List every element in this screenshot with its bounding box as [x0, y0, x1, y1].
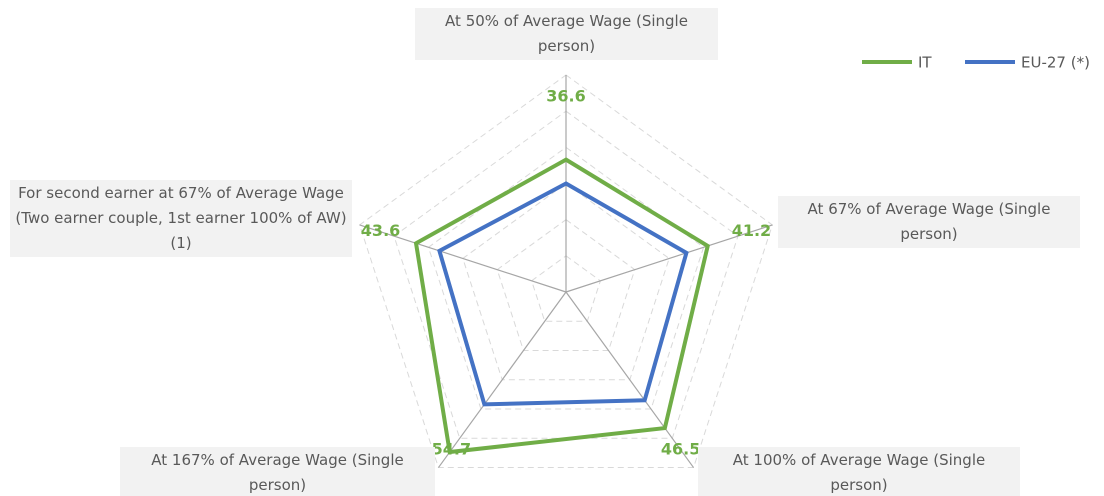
grid-ring [531, 255, 601, 322]
series-line [437, 181, 689, 407]
data-label: 41.2 [732, 221, 771, 240]
category-label: At 50% of Average Wage (Single person) [415, 8, 718, 60]
data-label: 36.6 [546, 87, 585, 106]
data-label: 54.7 [432, 439, 471, 458]
category-label: For second earner at 67% of Average Wage… [10, 180, 352, 257]
axis-spoke [565, 224, 773, 293]
axis-spoke [565, 291, 695, 468]
grid-ring [359, 74, 773, 469]
grid-ring [496, 219, 636, 352]
axis-spoke [437, 291, 567, 468]
category-label: At 100% of Average Wage (Single person) [698, 447, 1020, 496]
axis-spoke [359, 224, 567, 293]
grid-ring [462, 182, 670, 381]
data-label: 43.6 [361, 221, 400, 240]
legend-label: EU-27 (*) [1021, 54, 1090, 72]
category-label: At 67% of Average Wage (Single person) [778, 196, 1080, 248]
series-line [413, 157, 710, 455]
category-label: At 167% of Average Wage (Single person) [120, 447, 435, 496]
legend-label: IT [918, 54, 932, 72]
data-label: 46.5 [661, 439, 700, 458]
